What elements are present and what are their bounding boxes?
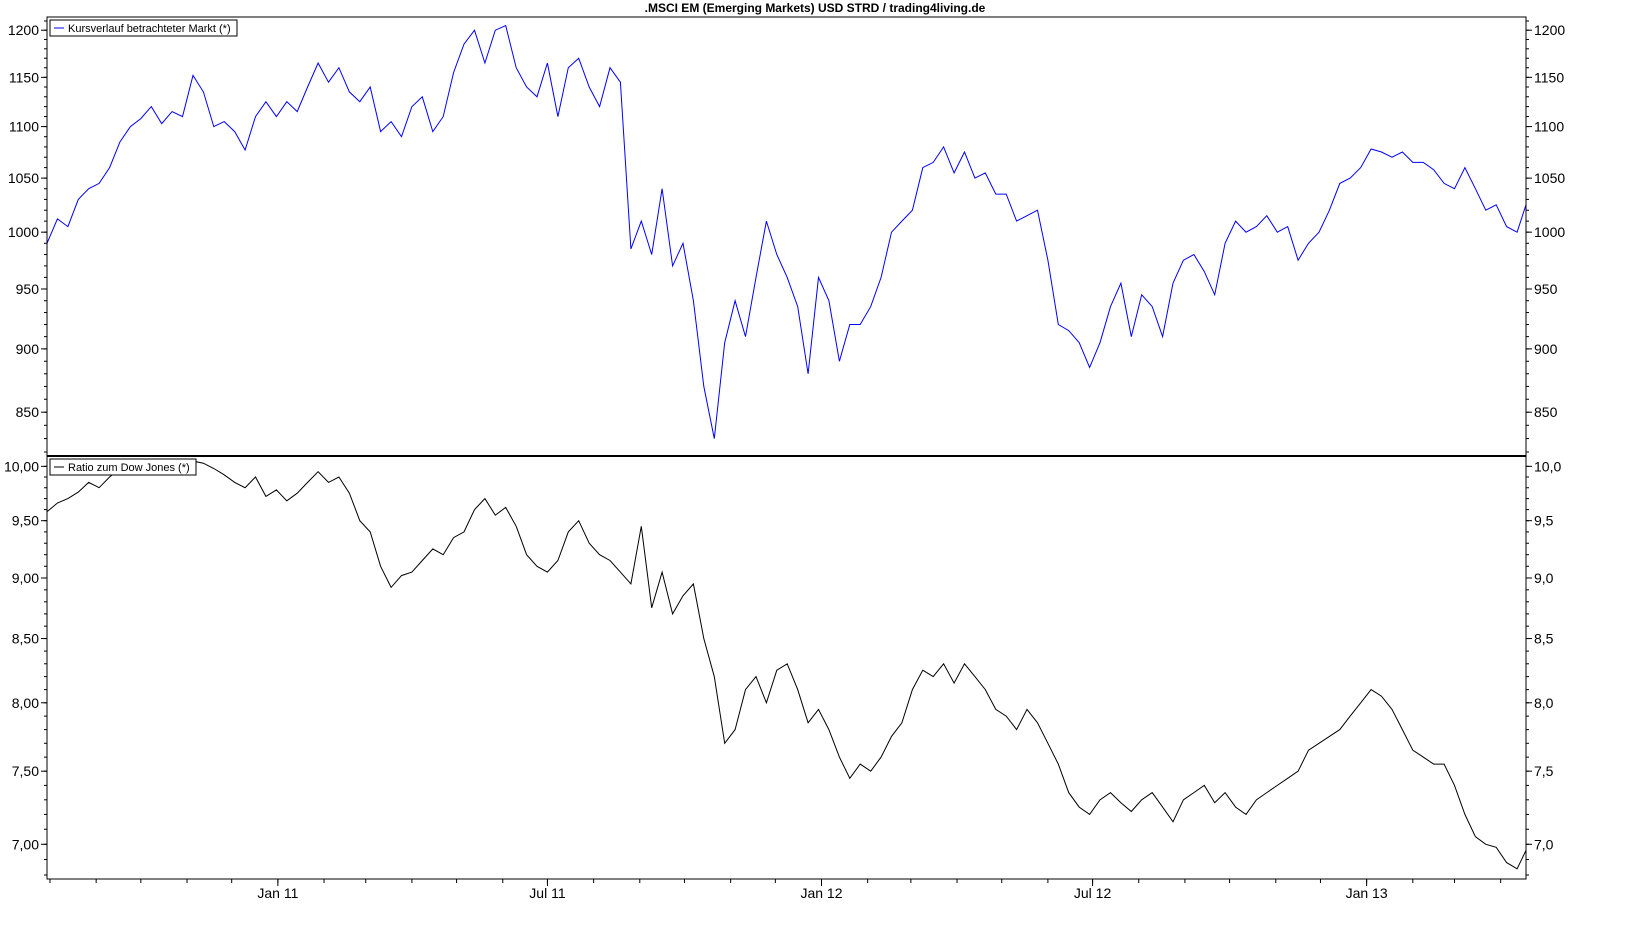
- y-tick-label-left: 1000: [8, 224, 39, 240]
- y-tick-label-left: 7,50: [12, 763, 39, 779]
- legend-label: Ratio zum Dow Jones (*): [68, 462, 190, 474]
- plot-frame: [46, 16, 1527, 880]
- price-panel: 850 850 900 900 950 950 1000 1000 1050 1050 1100 11…: [8, 19, 1565, 453]
- y-tick-label-left: 9,00: [12, 570, 39, 586]
- chart-title: .MSCI EM (Emerging Markets) USD STRD / t…: [645, 1, 986, 15]
- y-tick-label-right: 7,0: [1534, 836, 1554, 852]
- legend-box: [49, 458, 197, 476]
- ratio-series-line: [46, 460, 1527, 870]
- y-tick-label-left: 9,50: [12, 513, 39, 529]
- y-tick-label-right: 1050: [1534, 170, 1565, 186]
- y-tick-label-right: 1100: [1534, 119, 1564, 135]
- x-tick-label: Jan 11: [257, 885, 298, 901]
- x-axis: Jan 11 Jul 11 Jan 12 Jul 12 Jan 13: [46, 16, 1527, 901]
- y-tick-label-left: 1050: [8, 170, 39, 186]
- x-tick-label: Jul 11: [529, 885, 566, 901]
- y-tick-label-left: 7,00: [12, 836, 39, 852]
- y-tick-label-right: 850: [1534, 404, 1558, 420]
- price-series-line: [46, 24, 1527, 439]
- y-tick-label-left: 8,50: [12, 631, 39, 647]
- y-tick-label-left: 1200: [8, 22, 39, 38]
- y-tick-label-right: 1150: [1534, 69, 1564, 85]
- y-tick-label-left: 900: [16, 341, 40, 357]
- y-tick-label-right: 1000: [1534, 224, 1565, 240]
- y-tick-label-right: 7,5: [1534, 763, 1554, 779]
- y-tick-label-right: 8,0: [1534, 695, 1554, 711]
- y-tick-label-right: 9,5: [1534, 513, 1554, 529]
- y-tick-label-right: 1200: [1534, 22, 1565, 38]
- y-tick-label-right: 9,0: [1534, 570, 1554, 586]
- y-tick-label-left: 1150: [9, 69, 39, 85]
- x-tick-label: Jul 12: [1074, 885, 1112, 901]
- y-tick-label-left: 850: [16, 404, 40, 420]
- y-tick-label-left: 8,00: [12, 695, 39, 711]
- y-tick-label-right: 900: [1534, 341, 1558, 357]
- x-tick-label: Jan 12: [800, 885, 842, 901]
- legend-label: Kursverlauf betrachteter Markt (*): [68, 23, 231, 35]
- y-tick-label-left: 10,00: [4, 458, 39, 474]
- y-tick-label-left: 1100: [9, 119, 39, 135]
- x-tick-label: Jan 13: [1346, 885, 1388, 901]
- y-tick-label-right: 8,5: [1534, 631, 1554, 647]
- legend-box: [49, 19, 238, 37]
- y-tick-label-right: 950: [1534, 281, 1558, 297]
- y-tick-label-left: 950: [16, 281, 40, 297]
- y-tick-label-right: 10,0: [1534, 458, 1561, 474]
